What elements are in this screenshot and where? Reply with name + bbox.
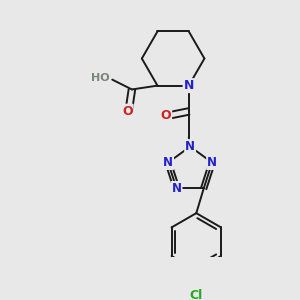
Text: O: O <box>122 105 133 118</box>
Text: Cl: Cl <box>190 290 203 300</box>
Text: N: N <box>185 140 195 153</box>
Text: N: N <box>172 182 182 195</box>
Text: N: N <box>207 156 217 169</box>
Text: N: N <box>163 156 173 169</box>
Text: O: O <box>160 109 171 122</box>
Text: N: N <box>184 79 194 92</box>
Text: HO: HO <box>91 73 110 83</box>
